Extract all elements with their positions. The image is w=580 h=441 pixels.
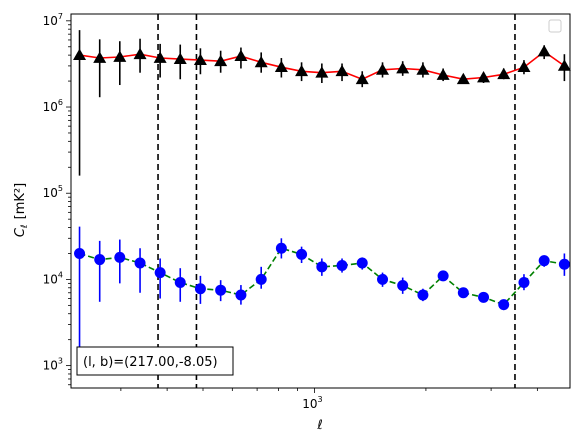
plot-area [73,14,571,388]
series-0-point-22 [517,60,531,73]
series-0-point-11 [295,64,309,77]
series-1-point-1 [94,254,106,266]
series-0-point-16 [396,61,410,74]
y-tick-exp-1: 4 [58,270,63,279]
y-tick-label-1: 104 [43,270,63,286]
y-tick-label-3: 106 [43,98,63,114]
y-tick-base-2: 10 [43,186,58,200]
series-0-point-24 [557,59,571,71]
series-1-point-14 [356,257,368,269]
series-0-point-20 [477,71,491,83]
series-0-point-8 [234,49,248,61]
series-1-point-12 [316,261,328,273]
series-1-point-24 [558,258,570,270]
series-1-point-2 [114,251,126,263]
y-tick-base-3: 10 [43,100,58,114]
series-1-point-8 [235,289,247,301]
series-0-point-13 [335,64,349,77]
series-1 [74,226,570,363]
series-1-point-20 [478,291,490,303]
series-1-point-19 [457,287,469,299]
y-tick-label-2: 105 [43,184,63,200]
series-0-point-17 [416,63,430,75]
series-0-point-5 [173,52,187,64]
series-0-point-19 [456,72,470,85]
series-1-point-16 [397,280,409,292]
series-1-point-3 [134,257,146,269]
series-0-point-12 [315,66,329,78]
y-tick-label-0: 103 [43,357,63,373]
x-tick-label-0: 103 [302,395,322,411]
y-tick-base-0: 10 [43,359,58,373]
series-0-point-6 [193,53,207,66]
series-0-point-3 [133,47,147,60]
annotation-frame [76,346,234,376]
series-0-point-1 [93,51,107,63]
series-1-point-7 [215,284,227,296]
series-0-point-2 [113,50,127,62]
y-tick-exp-3: 6 [58,98,63,107]
series-0-point-0 [73,48,87,61]
y-tick-label-4: 107 [43,12,63,28]
series-1-point-15 [377,273,389,285]
annotation-text: (l, b)=(217.00,-8.05) [83,355,218,370]
series-0-point-18 [436,68,450,80]
y-axis-label-sub: ℓ [20,224,30,229]
series-0-point-15 [376,63,390,75]
series-0-point-23 [537,45,551,57]
y-axis-label-main: C [13,227,28,237]
series-0 [73,30,571,176]
y-tick-base-1: 10 [43,272,58,286]
series-1-point-13 [336,260,348,272]
series-1-point-0 [74,247,86,259]
series-1-point-18 [437,270,449,282]
series-1-point-21 [498,299,510,311]
series-1-point-6 [194,283,206,295]
series-0-point-10 [274,60,288,73]
series-1-point-4 [154,267,166,279]
x-axis-label: ℓ [316,418,322,433]
x-tick-base-0: 10 [302,397,317,411]
x-tick-exp-0: 3 [318,395,323,404]
series-1-point-10 [275,242,287,254]
y-axis-label: Cℓ [mK²] [13,183,30,237]
series-0-point-14 [355,72,369,85]
series-0-point-4 [153,51,167,63]
series-0-point-21 [497,67,511,80]
legend-box [548,19,562,33]
series-1-point-5 [174,277,186,289]
axes-frame [70,13,571,389]
series-1-point-22 [518,277,530,289]
y-tick-base-4: 10 [43,14,58,28]
series-0-point-9 [254,55,268,68]
y-tick-exp-2: 5 [58,184,63,193]
annotation-box: (l, b)=(217.00,-8.05) [76,346,234,376]
y-tick-exp-0: 3 [58,357,63,366]
series-1-point-23 [538,255,550,267]
series-1-point-11 [296,248,308,260]
y-tick-exp-4: 7 [58,12,63,21]
series-1-point-17 [417,289,429,301]
x-axis-ticks: 103 [120,388,538,411]
series-1-point-9 [255,273,267,285]
series-0-point-7 [214,54,228,67]
y-axis-label-unit: [mK²] [13,183,28,220]
